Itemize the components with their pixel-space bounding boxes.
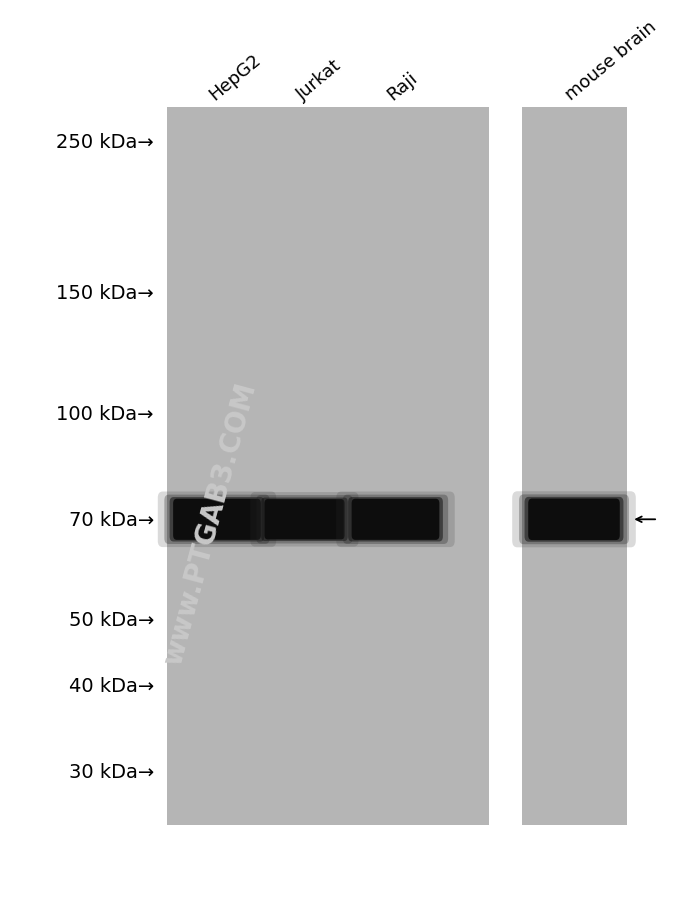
FancyBboxPatch shape (519, 495, 629, 545)
FancyBboxPatch shape (265, 500, 344, 540)
FancyBboxPatch shape (522, 108, 626, 825)
Text: Raji: Raji (384, 69, 421, 104)
FancyBboxPatch shape (261, 498, 348, 541)
FancyBboxPatch shape (251, 492, 358, 547)
FancyBboxPatch shape (164, 495, 270, 545)
FancyBboxPatch shape (173, 499, 261, 540)
Text: HepG2: HepG2 (205, 51, 264, 104)
Text: 70 kDa→: 70 kDa→ (69, 511, 154, 529)
FancyBboxPatch shape (167, 108, 489, 825)
FancyBboxPatch shape (336, 492, 455, 548)
Text: www.PTGAB3.COM: www.PTGAB3.COM (159, 379, 261, 667)
FancyBboxPatch shape (343, 495, 448, 545)
Text: 250 kDa→: 250 kDa→ (56, 133, 154, 152)
Text: Jurkat: Jurkat (293, 57, 344, 104)
FancyBboxPatch shape (256, 495, 353, 544)
FancyBboxPatch shape (351, 499, 440, 540)
FancyBboxPatch shape (524, 497, 624, 542)
Text: mouse brain: mouse brain (562, 17, 660, 104)
Text: 40 kDa→: 40 kDa→ (69, 676, 154, 695)
Text: 150 kDa→: 150 kDa→ (56, 284, 154, 303)
Text: 30 kDa→: 30 kDa→ (69, 761, 154, 781)
Text: 100 kDa→: 100 kDa→ (57, 404, 154, 423)
FancyBboxPatch shape (348, 498, 443, 542)
FancyBboxPatch shape (158, 492, 276, 548)
FancyBboxPatch shape (169, 498, 265, 542)
FancyBboxPatch shape (512, 492, 636, 548)
Text: 50 kDa→: 50 kDa→ (69, 610, 154, 629)
FancyBboxPatch shape (528, 499, 620, 540)
